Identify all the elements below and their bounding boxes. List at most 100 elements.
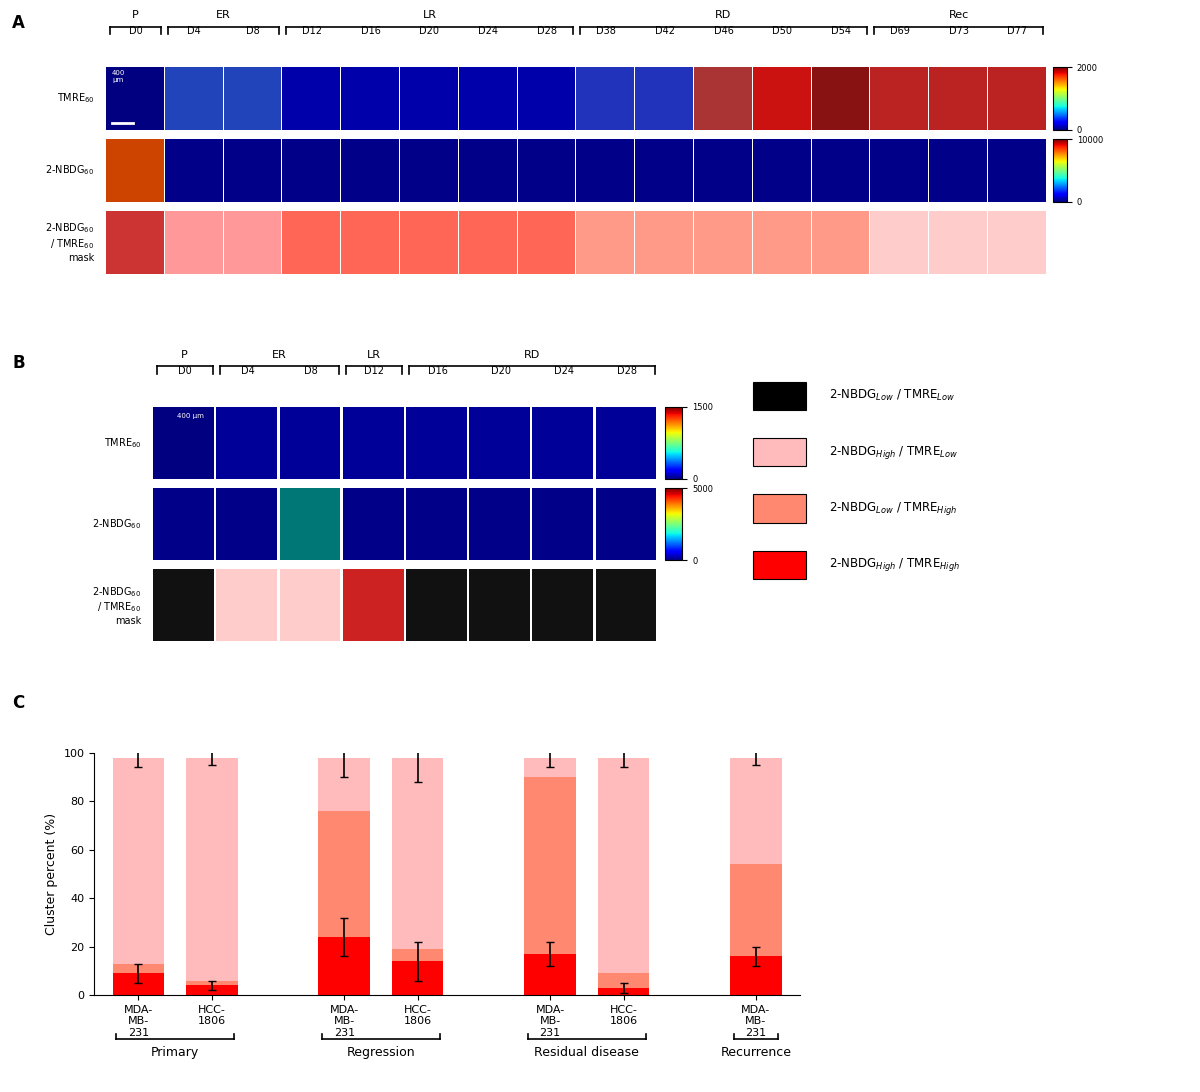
FancyBboxPatch shape xyxy=(988,139,1045,202)
FancyBboxPatch shape xyxy=(929,68,986,130)
FancyBboxPatch shape xyxy=(870,211,928,273)
FancyBboxPatch shape xyxy=(752,139,810,202)
Bar xyxy=(598,973,649,988)
FancyBboxPatch shape xyxy=(406,488,467,560)
Text: 2-NBDG$_{Low}$ / TMRE$_{High}$: 2-NBDG$_{Low}$ / TMRE$_{High}$ xyxy=(829,500,958,517)
FancyBboxPatch shape xyxy=(223,68,281,130)
Bar xyxy=(598,988,649,995)
Bar xyxy=(392,949,444,961)
FancyBboxPatch shape xyxy=(223,139,281,202)
Bar xyxy=(392,758,444,949)
FancyBboxPatch shape xyxy=(595,569,656,641)
Text: Primary: Primary xyxy=(151,1046,199,1059)
Bar xyxy=(113,963,164,973)
Bar xyxy=(524,954,576,995)
Text: D54: D54 xyxy=(832,26,851,36)
Bar xyxy=(186,981,238,985)
Text: 2-NBDG$_{Low}$ / TMRE$_{Low}$: 2-NBDG$_{Low}$ / TMRE$_{Low}$ xyxy=(829,389,955,404)
FancyBboxPatch shape xyxy=(635,139,692,202)
Text: LR: LR xyxy=(367,351,382,360)
FancyBboxPatch shape xyxy=(517,139,575,202)
Text: D0: D0 xyxy=(128,26,143,36)
FancyBboxPatch shape xyxy=(164,68,222,130)
Bar xyxy=(730,957,781,995)
Y-axis label: Cluster percent (%): Cluster percent (%) xyxy=(46,812,58,935)
FancyBboxPatch shape xyxy=(280,407,341,478)
Bar xyxy=(186,985,238,995)
FancyBboxPatch shape xyxy=(988,211,1045,273)
Text: D28: D28 xyxy=(617,366,637,376)
FancyBboxPatch shape xyxy=(406,407,467,478)
Text: 2-NBDG$_{60}$
/ TMRE$_{60}$
mask: 2-NBDG$_{60}$ / TMRE$_{60}$ mask xyxy=(92,585,142,626)
FancyBboxPatch shape xyxy=(576,139,634,202)
FancyBboxPatch shape xyxy=(458,68,516,130)
Text: 2-NBDG$_{High}$ / TMRE$_{Low}$: 2-NBDG$_{High}$ / TMRE$_{Low}$ xyxy=(829,443,959,461)
Text: D12: D12 xyxy=(365,366,384,376)
Text: D73: D73 xyxy=(949,26,968,36)
FancyBboxPatch shape xyxy=(469,407,530,478)
Text: D28: D28 xyxy=(538,26,557,36)
FancyBboxPatch shape xyxy=(635,211,692,273)
Text: 2-NBDG$_{60}$: 2-NBDG$_{60}$ xyxy=(46,164,95,177)
FancyBboxPatch shape xyxy=(282,211,340,273)
Text: Rec: Rec xyxy=(948,10,968,21)
Text: RD: RD xyxy=(715,10,732,21)
FancyBboxPatch shape xyxy=(811,211,869,273)
Text: D24: D24 xyxy=(479,26,498,36)
Text: LR: LR xyxy=(422,10,437,21)
FancyBboxPatch shape xyxy=(341,68,398,130)
Text: D77: D77 xyxy=(1008,26,1027,36)
FancyBboxPatch shape xyxy=(929,211,986,273)
FancyBboxPatch shape xyxy=(576,211,634,273)
Text: 2-NBDG$_{High}$ / TMRE$_{High}$: 2-NBDG$_{High}$ / TMRE$_{High}$ xyxy=(829,556,960,573)
FancyBboxPatch shape xyxy=(517,211,575,273)
Bar xyxy=(318,811,370,937)
FancyBboxPatch shape xyxy=(280,488,341,560)
FancyBboxPatch shape xyxy=(988,68,1045,130)
FancyBboxPatch shape xyxy=(343,488,403,560)
FancyBboxPatch shape xyxy=(154,569,214,641)
FancyBboxPatch shape xyxy=(343,569,403,641)
FancyBboxPatch shape xyxy=(216,407,277,478)
Text: ER: ER xyxy=(272,351,287,360)
Text: D8: D8 xyxy=(246,26,260,36)
Text: D20: D20 xyxy=(420,26,439,36)
Bar xyxy=(113,973,164,995)
FancyBboxPatch shape xyxy=(752,550,806,579)
Text: D46: D46 xyxy=(714,26,733,36)
FancyBboxPatch shape xyxy=(694,68,751,130)
FancyBboxPatch shape xyxy=(469,488,530,560)
FancyBboxPatch shape xyxy=(341,211,398,273)
Bar xyxy=(318,758,370,811)
FancyBboxPatch shape xyxy=(216,488,277,560)
Text: 400
μm: 400 μm xyxy=(112,70,125,83)
FancyBboxPatch shape xyxy=(811,139,869,202)
Bar xyxy=(730,758,781,864)
FancyBboxPatch shape xyxy=(458,139,516,202)
FancyBboxPatch shape xyxy=(517,68,575,130)
FancyBboxPatch shape xyxy=(635,68,692,130)
FancyBboxPatch shape xyxy=(341,139,398,202)
FancyBboxPatch shape xyxy=(280,569,341,641)
FancyBboxPatch shape xyxy=(282,68,340,130)
FancyBboxPatch shape xyxy=(469,569,530,641)
FancyBboxPatch shape xyxy=(106,211,163,273)
Text: D8: D8 xyxy=(305,366,318,376)
Text: C: C xyxy=(12,695,24,712)
FancyBboxPatch shape xyxy=(164,139,222,202)
FancyBboxPatch shape xyxy=(400,211,457,273)
FancyBboxPatch shape xyxy=(400,139,457,202)
Text: D4: D4 xyxy=(241,366,254,376)
Text: 2-NBDG$_{60}$
/ TMRE$_{60}$
mask: 2-NBDG$_{60}$ / TMRE$_{60}$ mask xyxy=(46,222,95,263)
Bar xyxy=(186,758,238,981)
FancyBboxPatch shape xyxy=(154,488,214,560)
Bar xyxy=(392,961,444,995)
FancyBboxPatch shape xyxy=(106,139,163,202)
Text: P: P xyxy=(181,351,188,360)
Text: D16: D16 xyxy=(427,366,448,376)
FancyBboxPatch shape xyxy=(595,488,656,560)
FancyBboxPatch shape xyxy=(752,495,806,523)
FancyBboxPatch shape xyxy=(406,569,467,641)
FancyBboxPatch shape xyxy=(694,211,751,273)
Text: ER: ER xyxy=(216,10,232,21)
